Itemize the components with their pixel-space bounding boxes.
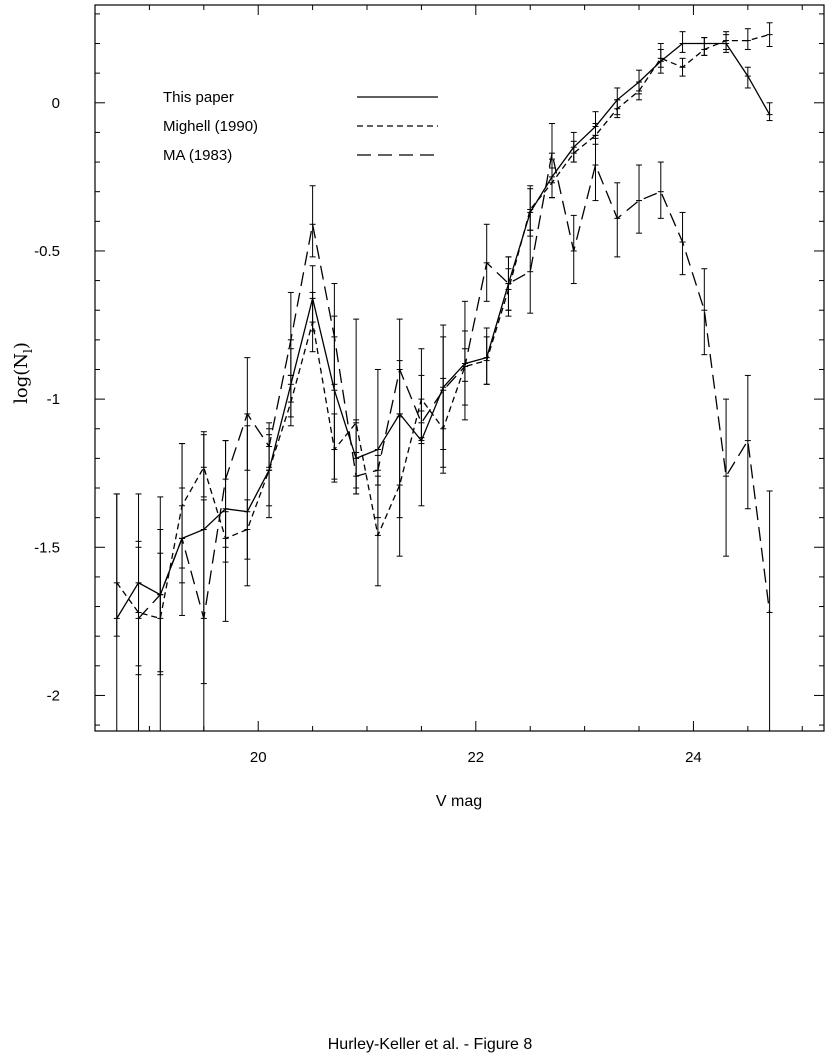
- y-tick-label: -0.5: [34, 243, 60, 260]
- y-tick-label: -1: [47, 391, 60, 408]
- axis-ticks: 20 22 24 0 -0.5 -1 -1.5 -2: [34, 5, 824, 766]
- y-axis-label-main: log(N: [11, 353, 32, 404]
- x-tick-label: 24: [685, 749, 702, 766]
- y-axis-label: log(Nl): [11, 342, 35, 404]
- figure-caption: Hurley-Keller et al. - Figure 8: [327, 1036, 533, 1053]
- y-tick-label: -2: [47, 687, 60, 704]
- y-tick-label: -1.5: [34, 539, 60, 556]
- legend-label: MA (1983): [163, 147, 232, 164]
- series-3: [135, 123, 773, 732]
- legend: This paper Mighell (1990) MA (1983): [163, 89, 438, 164]
- legend-label: Mighell (1990): [163, 118, 258, 135]
- y-tick-label: 0: [52, 95, 60, 112]
- series-line: [138, 153, 771, 619]
- x-tick-label: 22: [467, 749, 484, 766]
- legend-label: This paper: [163, 89, 234, 106]
- x-axis-label: V mag: [436, 793, 482, 810]
- plot-frame: [94, 4, 825, 732]
- y-axis-label-subscript: l: [21, 349, 35, 353]
- series-layer: [113, 22, 773, 732]
- y-axis-label-close: ): [11, 342, 32, 349]
- x-tick-label: 20: [250, 749, 267, 766]
